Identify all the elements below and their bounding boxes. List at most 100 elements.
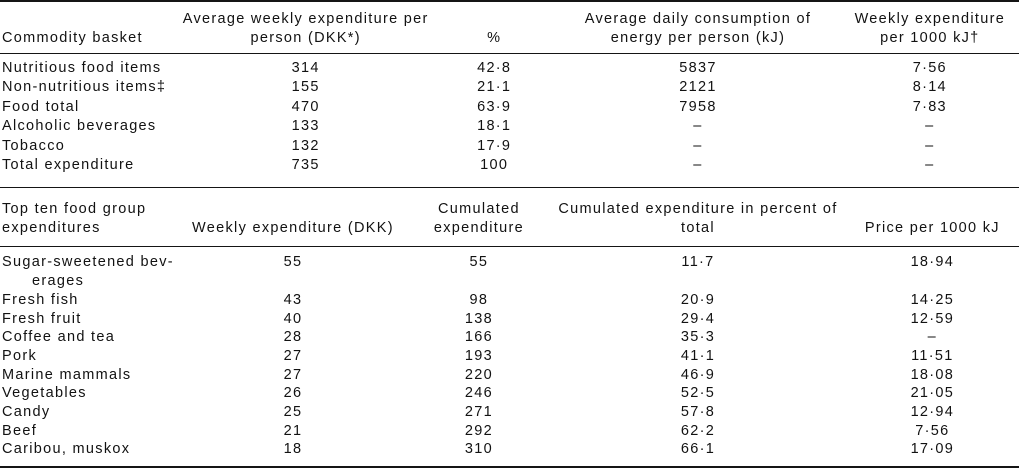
row-label: Non-nutritious items‡ bbox=[2, 79, 167, 96]
value-cell: 12·59 bbox=[910, 310, 955, 327]
table-row: Nutritious food items 314 42·8 5837 7·56 bbox=[0, 54, 1019, 79]
column-header-cumulated-expenditure: Cumulated expenditure bbox=[407, 188, 551, 248]
value-cell: 18·1 bbox=[477, 118, 512, 135]
value-cell: 133 bbox=[291, 118, 320, 135]
value-cell: 12·94 bbox=[910, 404, 955, 421]
value-cell: 271 bbox=[464, 404, 493, 421]
table-row: Caribou, muskox 18 310 66·1 17·09 bbox=[0, 440, 1019, 467]
column-header-price-per-1000kj: Price per 1000 kJ bbox=[845, 188, 1019, 248]
table-row: Non-nutritious items‡ 155 21·1 2121 8·14 bbox=[0, 78, 1019, 97]
row-label: Fresh fish bbox=[2, 291, 79, 308]
table-header: Top ten food group expenditures Weekly e… bbox=[0, 188, 1019, 248]
value-cell: 18·94 bbox=[910, 254, 955, 271]
table-row: Beef 21 292 62·2 7·56 bbox=[0, 422, 1019, 441]
row-label: Beef bbox=[2, 422, 38, 439]
row-label: Vegetables bbox=[2, 385, 87, 402]
value-cell: 42·8 bbox=[477, 60, 512, 76]
row-label: Caribou, muskox bbox=[2, 441, 131, 458]
value-cell: 43 bbox=[283, 291, 303, 308]
value-cell: – bbox=[693, 157, 703, 174]
top-ten-expenditures-table: Top ten food group expenditures Weekly e… bbox=[0, 188, 1019, 469]
value-cell: 35·3 bbox=[680, 329, 716, 346]
value-cell: 735 bbox=[291, 157, 320, 174]
table-row: Candy 25 271 57·8 12·94 bbox=[0, 403, 1019, 422]
value-cell: 62·2 bbox=[680, 422, 716, 439]
value-cell: 21·05 bbox=[910, 385, 955, 402]
table-row: Marine mammals 27 220 46·9 18·08 bbox=[0, 366, 1019, 385]
value-cell: 7·83 bbox=[912, 98, 947, 115]
value-cell: 20·9 bbox=[680, 291, 716, 308]
table-body: Nutritious food items 314 42·8 5837 7·56… bbox=[0, 54, 1019, 188]
value-cell: – bbox=[693, 118, 703, 135]
table-row: Alcoholic beverages 133 18·1 – – bbox=[0, 117, 1019, 136]
value-cell: 2121 bbox=[679, 79, 717, 96]
value-cell: 193 bbox=[464, 347, 493, 364]
value-cell: 57·8 bbox=[680, 404, 716, 421]
column-header-weekly-expenditure-dkk: Weekly expenditure (DKK) bbox=[178, 188, 408, 248]
row-label: Food total bbox=[2, 98, 80, 115]
value-cell: 26 bbox=[283, 385, 303, 402]
value-cell: – bbox=[925, 118, 935, 135]
value-cell: 52·5 bbox=[680, 385, 716, 402]
column-header-avg-weekly-expenditure: Average weekly expenditure per person (D… bbox=[178, 1, 434, 54]
table-row: Fresh fish 43 98 20·9 14·25 bbox=[0, 291, 1019, 310]
value-cell: 155 bbox=[291, 79, 320, 96]
value-cell: 8·14 bbox=[912, 79, 947, 96]
value-cell: 18·08 bbox=[910, 366, 955, 383]
value-cell: 63·9 bbox=[477, 98, 512, 115]
column-header-top-ten-food-groups: Top ten food group expenditures bbox=[0, 188, 179, 248]
value-cell: 7·56 bbox=[912, 60, 947, 76]
row-label: Alcoholic beverages bbox=[2, 118, 157, 135]
commodity-basket-table: Commodity basket Average weekly expendit… bbox=[0, 0, 1019, 189]
value-cell: 46·9 bbox=[680, 366, 716, 383]
value-cell: 7·56 bbox=[915, 422, 950, 439]
value-cell: 14·25 bbox=[910, 291, 955, 308]
column-header-percent: % bbox=[433, 1, 556, 54]
value-cell: 132 bbox=[291, 137, 320, 154]
value-cell: 41·1 bbox=[680, 347, 716, 364]
row-label: Pork bbox=[2, 347, 38, 364]
value-cell: 5837 bbox=[679, 60, 717, 76]
column-header-avg-daily-energy: Average daily consumption of energy per … bbox=[555, 1, 841, 54]
value-cell: 98 bbox=[469, 291, 489, 308]
value-cell: – bbox=[693, 137, 703, 154]
row-label: Marine mammals bbox=[2, 366, 132, 383]
value-cell: 11·7 bbox=[681, 254, 715, 271]
value-cell: 29·4 bbox=[680, 310, 716, 327]
value-cell: 25 bbox=[283, 404, 303, 421]
value-cell: 21·1 bbox=[477, 79, 512, 96]
value-cell: 27 bbox=[283, 347, 303, 364]
value-cell: 18 bbox=[283, 441, 303, 458]
value-cell: 17·9 bbox=[477, 137, 512, 154]
header-row: Top ten food group expenditures Weekly e… bbox=[0, 188, 1019, 248]
value-cell: 470 bbox=[291, 98, 320, 115]
value-cell: 28 bbox=[283, 329, 303, 346]
row-label: Fresh fruit bbox=[2, 310, 82, 327]
value-cell: 7958 bbox=[679, 98, 717, 115]
row-label: Sugar-sweetened bev- erages bbox=[2, 254, 174, 290]
value-cell: 27 bbox=[283, 366, 303, 383]
value-cell: 246 bbox=[464, 385, 493, 402]
value-cell: 55 bbox=[283, 254, 303, 271]
value-cell: 21 bbox=[283, 422, 303, 439]
table-body: Sugar-sweetened bev- erages 55 55 11·7 1… bbox=[0, 247, 1019, 467]
column-header-commodity-basket: Commodity basket bbox=[0, 1, 179, 54]
table-header: Commodity basket Average weekly expendit… bbox=[0, 1, 1019, 54]
value-cell: 17·09 bbox=[910, 441, 955, 458]
row-label: Coffee and tea bbox=[2, 329, 116, 346]
value-cell: 40 bbox=[283, 310, 303, 327]
value-cell: 66·1 bbox=[680, 441, 716, 458]
table-row: Sugar-sweetened bev- erages 55 55 11·7 1… bbox=[0, 247, 1019, 291]
header-row: Commodity basket Average weekly expendit… bbox=[0, 1, 1019, 54]
value-cell: 314 bbox=[291, 60, 320, 76]
value-cell: 220 bbox=[464, 366, 493, 383]
table-row: Vegetables 26 246 52·5 21·05 bbox=[0, 384, 1019, 403]
value-cell: – bbox=[927, 329, 938, 346]
value-cell: – bbox=[925, 137, 935, 154]
column-header-cumulated-percent-of-total: Cumulated expenditure in percent of tota… bbox=[550, 188, 846, 248]
value-cell: – bbox=[925, 157, 935, 174]
value-cell: 292 bbox=[464, 422, 493, 439]
value-cell: 100 bbox=[480, 157, 509, 174]
value-cell: 138 bbox=[464, 310, 493, 327]
column-header-weekly-expenditure-per-1000kj: Weekly expenditure per 1000 kJ† bbox=[840, 1, 1019, 54]
